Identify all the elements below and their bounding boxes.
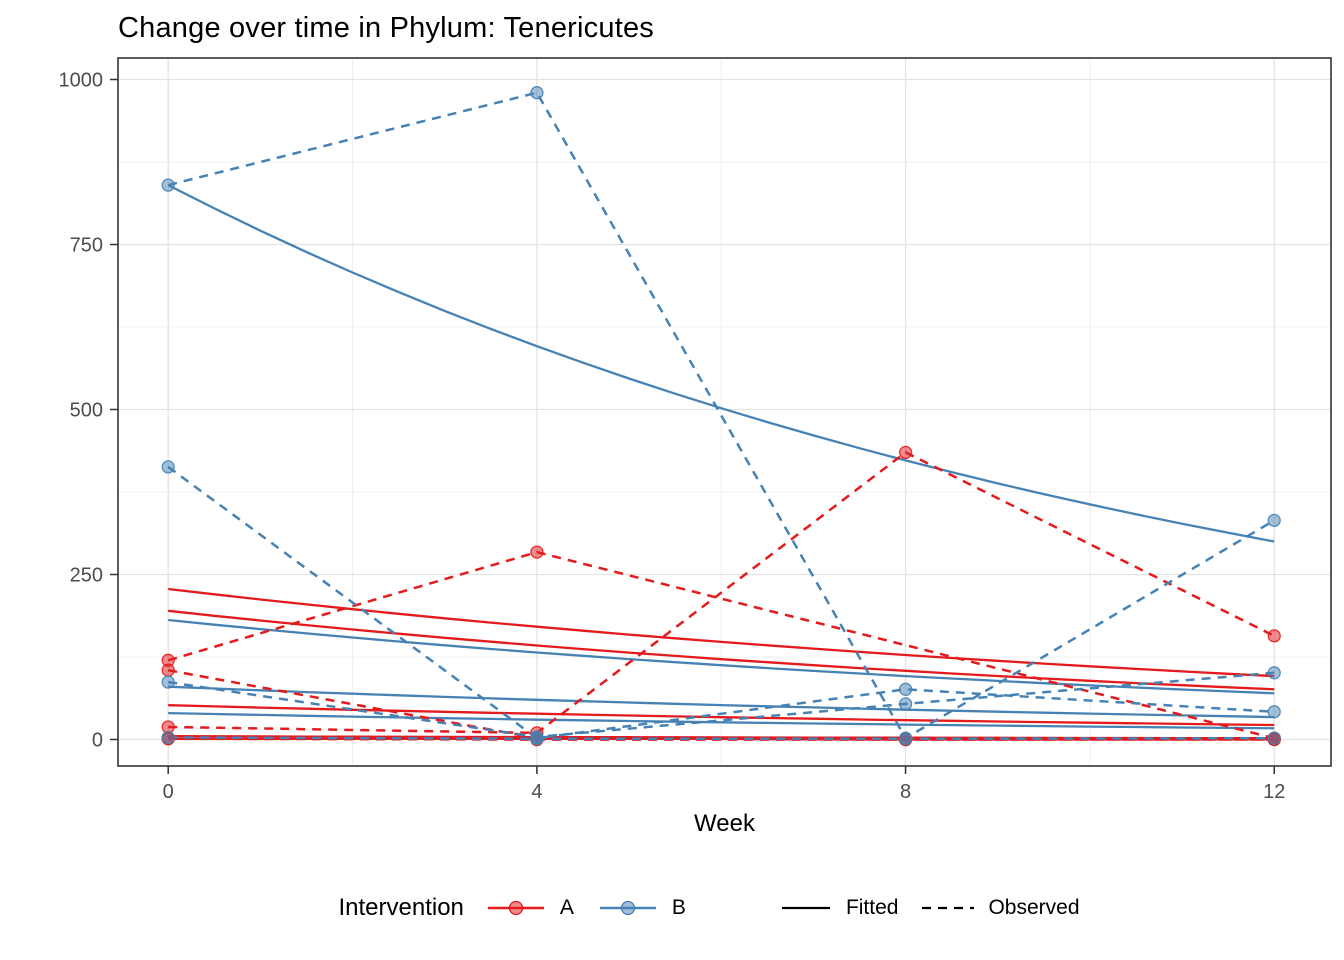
point-B3-w12 xyxy=(1267,666,1281,680)
legend-label-observed: Observed xyxy=(988,896,1080,919)
fitted-line-B1 xyxy=(167,184,1275,543)
legend-key-b xyxy=(596,897,660,919)
observed-line-A3 xyxy=(168,450,1275,735)
fitted-line-A1 xyxy=(168,587,1275,678)
observed-line-B2 xyxy=(167,465,1275,740)
legend-label-fitted: Fitted xyxy=(845,896,899,919)
legend-label-a: A xyxy=(559,896,574,919)
panel-border xyxy=(117,57,1332,767)
chart-title: Change over time in Phylum: Tenericutes xyxy=(118,12,654,44)
y-tick-label: 0 xyxy=(92,730,103,752)
legend-key-b-icon xyxy=(599,900,656,916)
legend-key-a-icon xyxy=(487,900,544,916)
point-B4-w12 xyxy=(1267,731,1281,745)
legend-key-b-dot xyxy=(620,900,636,916)
y-tick-label: 250 xyxy=(70,565,103,587)
point-B3-w0 xyxy=(161,675,175,689)
fitted-line-icon xyxy=(781,906,830,910)
point-B2-w8 xyxy=(898,682,913,696)
x-tick-label: 0 xyxy=(163,781,174,803)
legend-key-observed xyxy=(920,897,976,919)
fitted-line-A2 xyxy=(168,609,1275,691)
fitted-line-B3 xyxy=(168,685,1275,719)
x-tick-label: 8 xyxy=(900,781,911,803)
point-B2-w12 xyxy=(1267,705,1281,719)
observed-line-B4 xyxy=(168,736,1275,741)
plot-panel: 0 4 8 12 0 250 500 750 1000 xyxy=(59,57,1332,803)
point-A2-w0 xyxy=(161,663,175,677)
y-tick-label: 750 xyxy=(70,235,103,257)
point-A3-w12 xyxy=(1267,629,1281,643)
point-B4-w0 xyxy=(161,730,175,745)
point-B4-w8 xyxy=(898,732,913,746)
y-tick-label: 500 xyxy=(70,400,103,422)
fitted-line-A3 xyxy=(168,704,1275,727)
legend-key-a-dot xyxy=(508,900,524,916)
point-B1-w0 xyxy=(161,178,175,192)
legend-key-fitted xyxy=(778,897,834,919)
legend-label-b: B xyxy=(671,896,686,919)
point-A1-w4 xyxy=(530,545,544,559)
point-B1-w4 xyxy=(530,86,544,100)
fitted-line-B2 xyxy=(168,618,1275,695)
point-B3-w8 xyxy=(898,697,913,711)
point-A3-w8 xyxy=(898,445,913,460)
point-B2-w0 xyxy=(161,460,175,474)
x-axis-title: Week xyxy=(694,810,755,837)
x-tick-label: 12 xyxy=(1263,781,1285,803)
legend: Intervention A B Fitted Observed xyxy=(105,884,1331,932)
point-B4-w4 xyxy=(530,732,544,746)
legend-title: Intervention xyxy=(338,894,464,921)
fitted-line-B4 xyxy=(168,711,1275,730)
legend-key-a xyxy=(484,897,548,919)
point-B1-w12 xyxy=(1267,513,1281,528)
observed-line-icon xyxy=(922,906,975,910)
y-tick-label: 1000 xyxy=(59,70,104,92)
x-tick-label: 4 xyxy=(531,781,542,803)
